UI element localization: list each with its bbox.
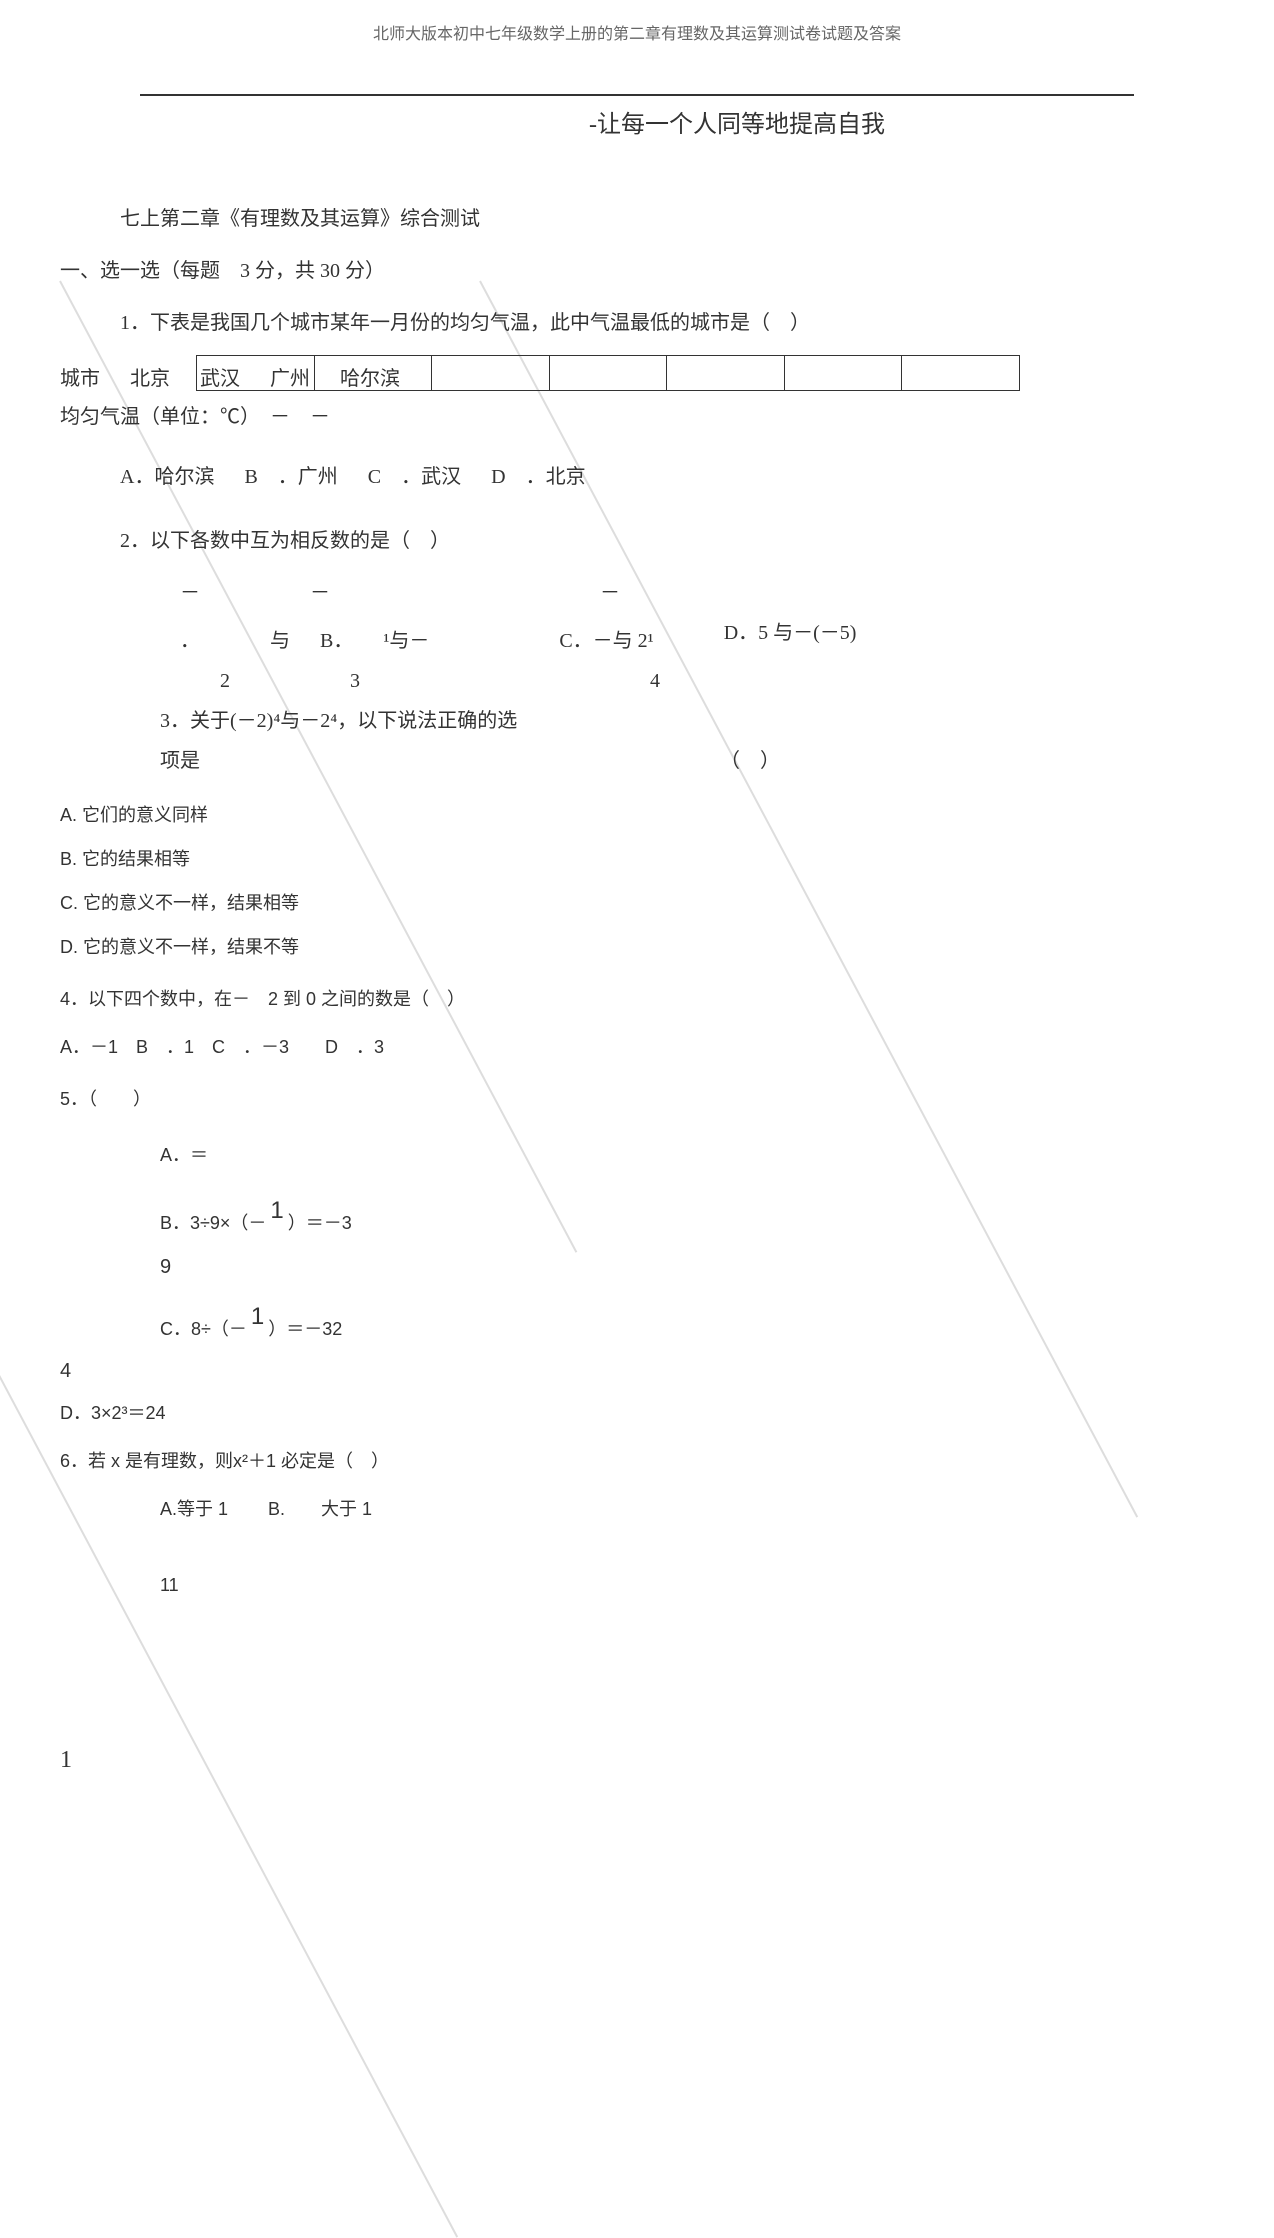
row2-label: 均匀气温（单位：℃） － －	[60, 397, 1214, 437]
q2-dashes: － － －	[60, 573, 1214, 613]
page-number: 1	[60, 1747, 72, 1774]
eleven: 11	[60, 1567, 1214, 1603]
chapter-title: 七上第二章《有理数及其运算》综合测试	[60, 199, 1214, 239]
den: 2	[220, 661, 230, 701]
q6-optB: B. 大于 1	[268, 1491, 372, 1527]
dash: －	[600, 573, 620, 613]
q5-optB-pre: B．3÷9×（－	[160, 1205, 266, 1241]
q3-optB: B. 它的结果相等	[60, 841, 1214, 877]
row1-label: 城市	[60, 359, 100, 399]
dash: －	[180, 573, 200, 613]
q5-optC-pre: C．8÷（－	[160, 1311, 247, 1347]
q2-optC: C．－与 2¹	[559, 621, 653, 661]
q4-opts: A．－1 B ．1 C ．－3 D ．3	[60, 1029, 1214, 1065]
q6-text: 6．若 x 是有理数，则x²＋1 必定是（ ）	[60, 1443, 1214, 1479]
q1-optB: B ．广州	[244, 457, 337, 497]
q5-optA: A．＝	[160, 1137, 1214, 1173]
q2-text: 2．以下各数中互为相反数的是（ ）	[60, 521, 1214, 561]
q5-four: 4	[60, 1351, 1214, 1391]
q6-optA: A.等于 1	[160, 1491, 228, 1527]
q3-optD: D. 它的意义不一样，结果不等	[60, 929, 1214, 965]
q5-optC-one: 1	[251, 1293, 264, 1341]
city-cell: 北京	[130, 359, 170, 399]
city-cell: 广州	[270, 359, 310, 399]
section-heading: 一、选一选（每题 3 分，共 30 分）	[60, 251, 1214, 291]
q1-optD: D ．北京	[491, 457, 585, 497]
q2-optB-label: B．	[320, 621, 353, 661]
q2-optA-frac: 与	[270, 621, 290, 661]
q5-text: 5．（ ）	[60, 1081, 1214, 1117]
q5-optB-post: ）＝－3	[288, 1205, 352, 1241]
den: 4	[650, 661, 660, 701]
subtitle: -让每一个人同等地提高自我	[60, 104, 1214, 139]
q3-optC: C. 它的意义不一样，结果相等	[60, 885, 1214, 921]
q4-text: 4．以下四个数中，在－ 2 到 0 之间的数是（ ）	[60, 981, 1214, 1017]
q2-optB-text: ¹与－	[383, 621, 429, 661]
den: 3	[350, 661, 360, 701]
divider	[140, 94, 1134, 96]
dash: －	[310, 573, 330, 613]
q3-optA: A. 它们的意义同样	[60, 797, 1214, 833]
q5-optD: D．3×2³＝24	[60, 1395, 1214, 1431]
q1-optC: C ．武汉	[368, 457, 461, 497]
q5-optC-post: ）＝－32	[268, 1311, 342, 1347]
q3-paren: （ ）	[720, 741, 780, 781]
city-cell: 哈尔滨	[340, 359, 400, 399]
q2-optD: D．5 与－(－5)	[724, 621, 857, 645]
q5-nine: 9	[160, 1247, 1214, 1287]
q2-optA-label: ．	[180, 621, 200, 661]
city-cell: 武汉	[200, 359, 240, 399]
page-header: 北师大版本初中七年级数学上册的第二章有理数及其运算测试卷试题及答案	[60, 20, 1214, 44]
q1-optA: A．哈尔滨	[120, 457, 214, 497]
q1-text: 1．下表是我国几个城市某年一月份的均匀气温，此中气温最低的城市是（ ）	[60, 303, 1214, 343]
q5-optB-one: 1	[270, 1187, 283, 1235]
city-table: 城市 北京 武汉 广州 哈尔滨	[120, 355, 1214, 391]
q3-text: 3．关于(－2)⁴与－2⁴，以下说法正确的选项是	[160, 701, 520, 781]
